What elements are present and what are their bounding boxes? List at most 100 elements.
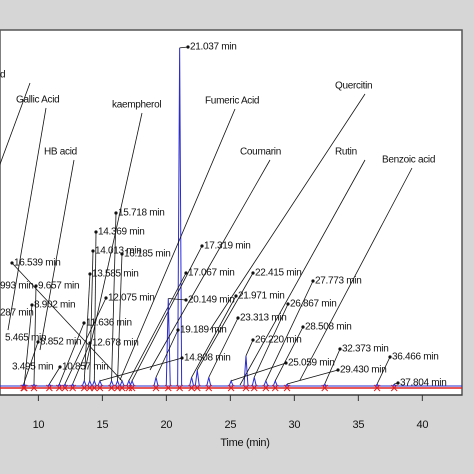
leader-line xyxy=(265,280,314,382)
peak-label: 13.585 min xyxy=(92,269,138,280)
peak xyxy=(263,379,269,387)
peak-label: 14.369 min xyxy=(98,227,144,238)
leader-line xyxy=(117,253,123,381)
leader-dot xyxy=(200,244,204,248)
peak-label: 25.059 min xyxy=(288,358,334,369)
compound-label: kaempherol xyxy=(112,100,161,111)
peak xyxy=(109,379,115,387)
peak-label-fragment: 993 min xyxy=(0,281,33,292)
leader-dot xyxy=(234,294,238,298)
leader-line xyxy=(93,231,97,381)
x-axis-label: Time (min) xyxy=(220,437,269,449)
peak-label: 16.539 min xyxy=(14,258,60,269)
peak-label: 12.075 min xyxy=(108,293,154,304)
peak-label-fragment: 287 min xyxy=(0,308,33,319)
peak-cross xyxy=(227,384,235,392)
peak xyxy=(21,383,27,387)
x-tick-label: 10 xyxy=(33,419,45,431)
leader-dot xyxy=(184,271,188,275)
leader-dot xyxy=(336,368,340,372)
peak-cross xyxy=(283,384,291,392)
peak-label: 28.508 min xyxy=(305,322,351,333)
peak-cross xyxy=(373,384,381,392)
peak-cross xyxy=(46,384,53,392)
leader-line xyxy=(99,357,183,382)
peak-cross xyxy=(250,384,258,392)
leader-dot xyxy=(236,316,240,320)
x-tick-label: 25 xyxy=(225,419,237,431)
peak-cross xyxy=(271,384,279,392)
plot-area xyxy=(0,29,463,396)
peak-label: 8.902 min xyxy=(34,300,75,311)
peak-label: 15.718 min xyxy=(118,208,164,219)
leader-line xyxy=(64,297,107,385)
peak-cross xyxy=(262,384,270,392)
peak xyxy=(81,379,87,387)
compound-leader xyxy=(239,159,366,386)
compound-leader xyxy=(149,159,271,371)
compound-leader xyxy=(39,159,75,351)
peak-label: 8.852 min xyxy=(40,337,81,348)
leader-line xyxy=(83,273,91,381)
peak-cross xyxy=(61,384,69,392)
compound-leader xyxy=(209,93,366,331)
compound-label: d xyxy=(0,70,5,81)
peak-cross xyxy=(128,384,136,392)
peak-cross xyxy=(242,384,250,392)
leader-dot xyxy=(120,252,124,256)
peak-cross xyxy=(193,384,201,392)
x-tick-label: 40 xyxy=(417,419,429,431)
peak-label: 16.185 min xyxy=(124,249,170,260)
leader-dot xyxy=(82,321,86,325)
leader-dot xyxy=(176,328,180,332)
leader-dot xyxy=(251,338,255,342)
peak-label: 9.657 min xyxy=(38,281,79,292)
peak-label: 37.804 min xyxy=(400,378,446,389)
compound-label: Rutin xyxy=(335,147,357,158)
peak xyxy=(47,383,52,387)
peak-cross xyxy=(164,384,172,392)
leader-dot xyxy=(58,365,62,369)
peak-label: 11.636 min xyxy=(86,318,132,329)
peak-cross xyxy=(20,384,28,392)
peak xyxy=(126,379,132,387)
compound-leader xyxy=(299,167,413,381)
peak-label: 17.319 min xyxy=(204,241,250,252)
leader-line xyxy=(23,341,39,385)
leader-dot xyxy=(88,272,92,276)
peak-cross xyxy=(86,384,94,392)
leader-line xyxy=(376,356,391,385)
leader-line xyxy=(128,272,187,382)
peak xyxy=(31,383,37,387)
peak-cross xyxy=(152,384,160,392)
leader-dot xyxy=(91,249,95,253)
leader-line xyxy=(196,272,254,371)
leader-dot xyxy=(388,355,392,359)
compound-label: Gallic Acid xyxy=(16,95,59,106)
leader-dot xyxy=(36,340,40,344)
peak-label: 14.013 min xyxy=(95,246,141,257)
peak-label-fragment: 3.495 min xyxy=(12,362,53,373)
peak-cross xyxy=(205,384,213,392)
peak xyxy=(70,383,75,387)
peak-label: 20.149 min xyxy=(188,295,234,306)
peak-cross xyxy=(55,384,63,392)
peak xyxy=(206,377,212,387)
peak-label: 23.313 min xyxy=(240,313,286,324)
leader-line xyxy=(89,250,94,381)
leader-dot xyxy=(301,325,305,329)
peak xyxy=(284,383,290,387)
leader-dot xyxy=(251,271,255,275)
compound-label: Fumeric Acid xyxy=(205,96,259,107)
compound-leader xyxy=(119,108,236,381)
leader-line xyxy=(131,245,203,382)
peak-cross xyxy=(30,384,38,392)
leader-line xyxy=(208,317,239,378)
leader-line xyxy=(168,298,187,301)
leader-line xyxy=(58,322,85,385)
compound-label: Benzoic acid xyxy=(382,155,435,166)
leader-line xyxy=(11,262,123,382)
leader-dot xyxy=(10,261,14,265)
peak-cross xyxy=(188,384,195,392)
